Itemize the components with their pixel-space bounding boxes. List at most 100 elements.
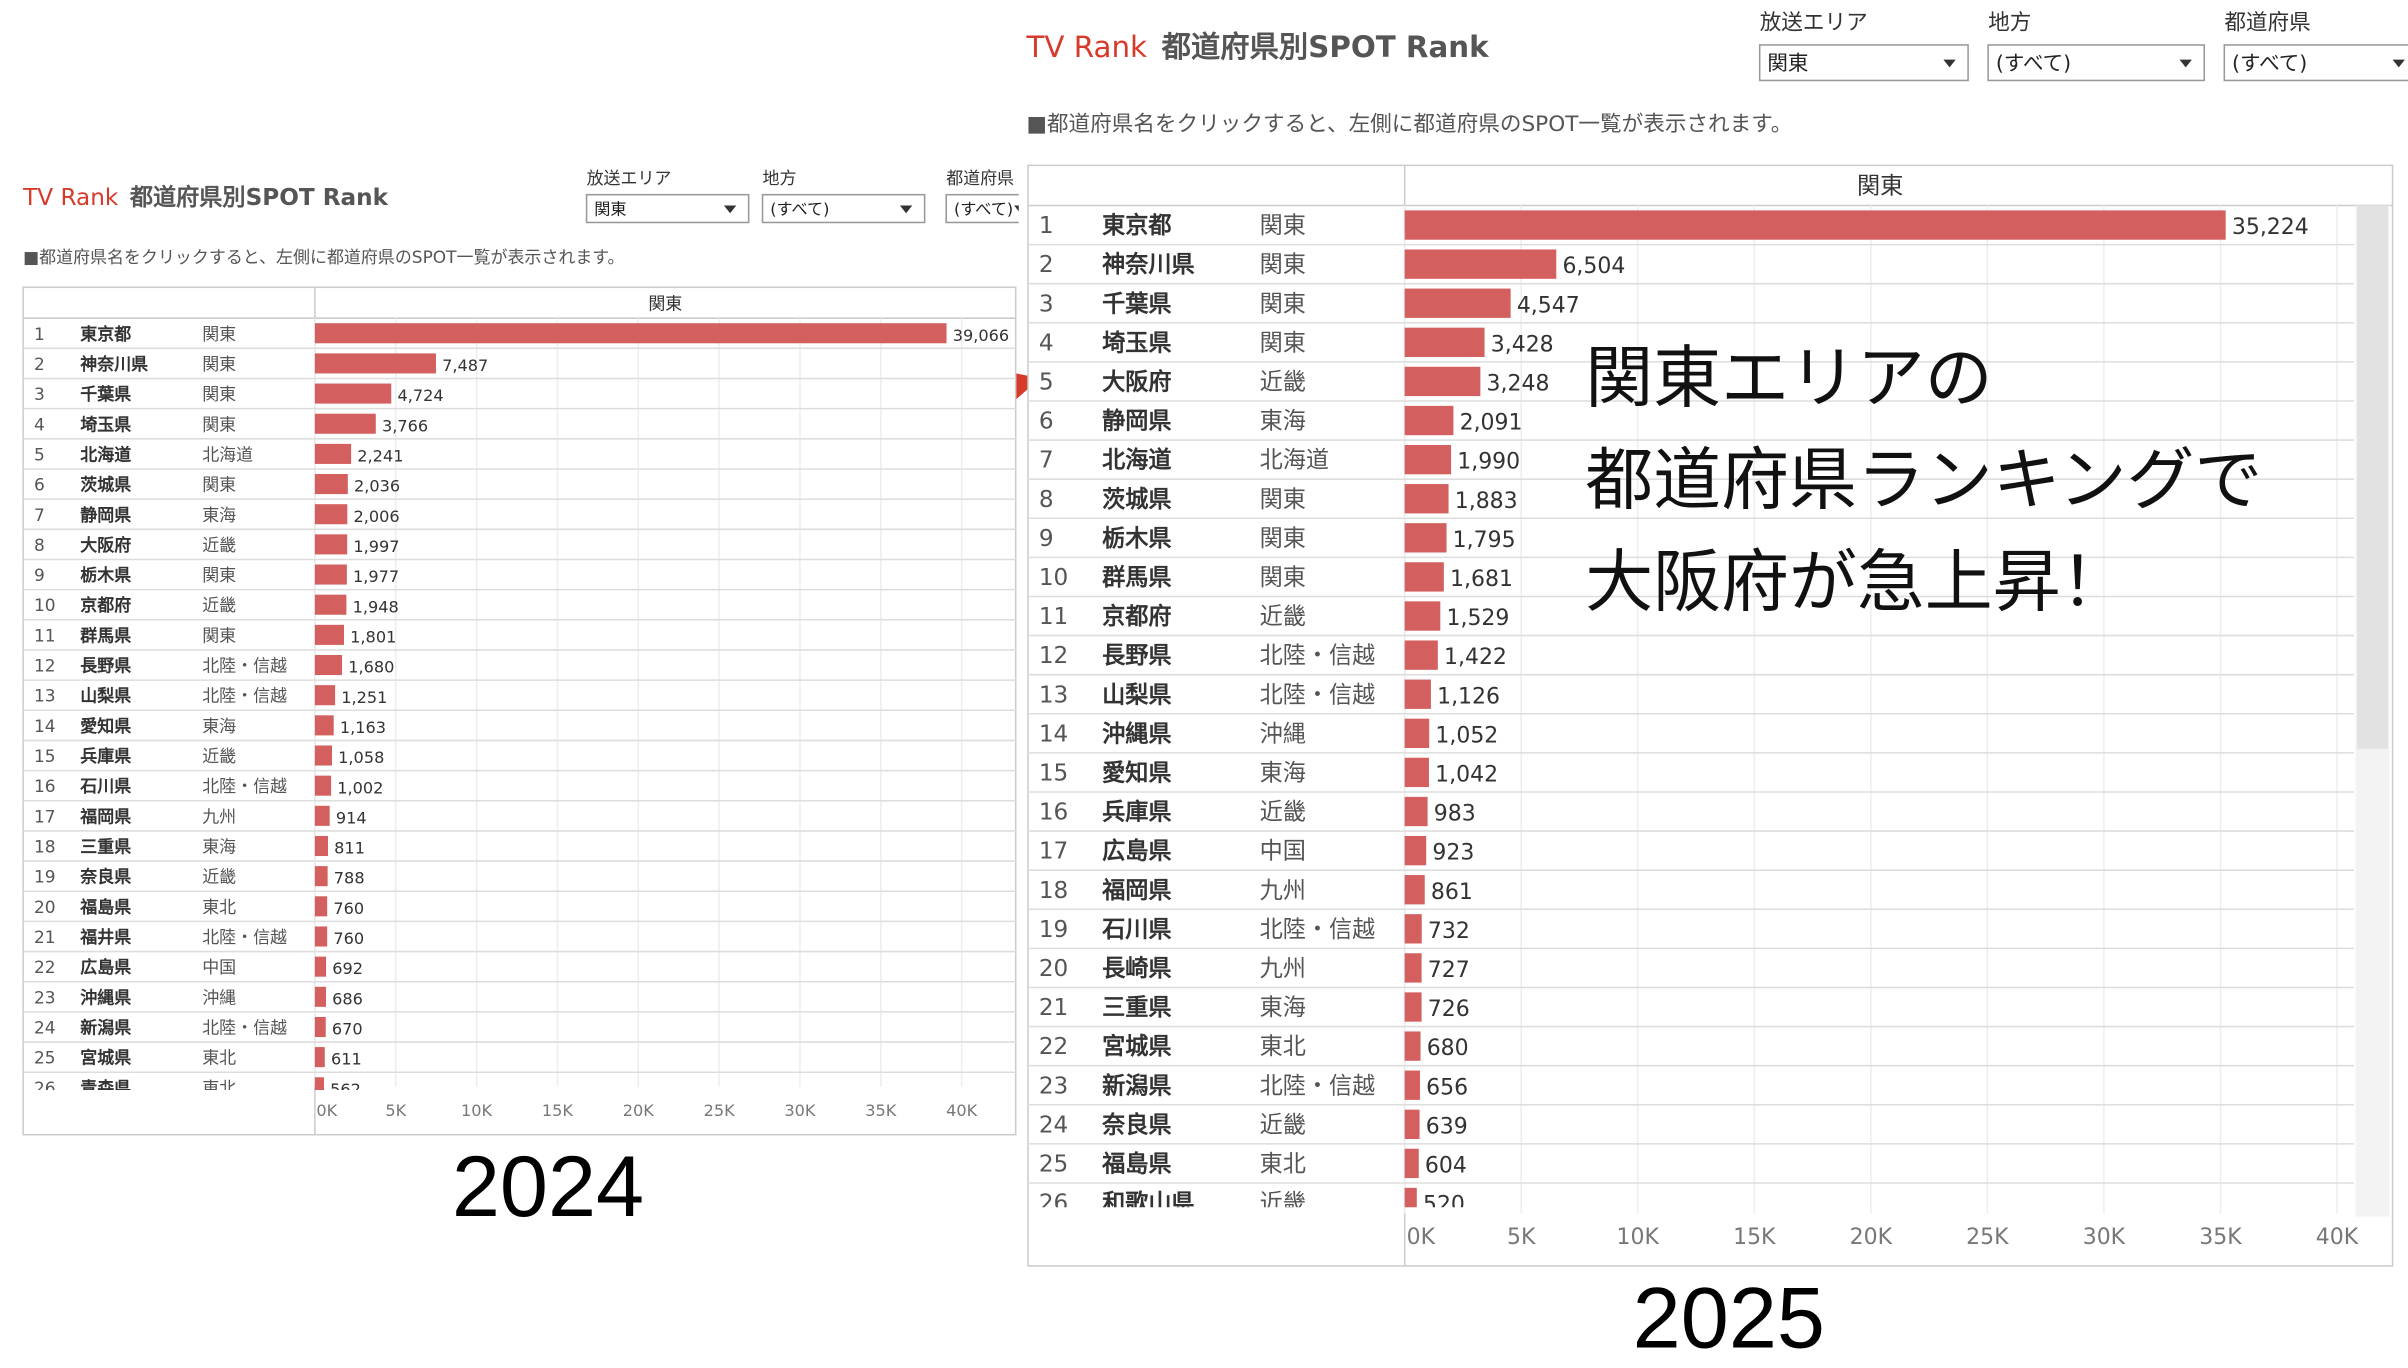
prefecture[interactable]: 福岡県: [79, 806, 131, 827]
prefecture[interactable]: 千葉県: [1102, 291, 1171, 317]
bar[interactable]: [314, 896, 328, 917]
prefecture[interactable]: 千葉県: [80, 384, 131, 405]
bar[interactable]: [1404, 288, 1511, 318]
prefecture[interactable]: 長野県: [1102, 643, 1171, 669]
bar[interactable]: [1404, 249, 1557, 279]
prefecture[interactable]: 三重県: [1102, 995, 1171, 1021]
bar[interactable]: [314, 594, 347, 615]
bar[interactable]: [1404, 1031, 1421, 1061]
filter-dropdown[interactable]: [945, 193, 1039, 224]
prefecture[interactable]: 山梨県: [1102, 682, 1171, 708]
bar[interactable]: [314, 474, 348, 495]
prefecture[interactable]: 兵庫県: [1102, 799, 1171, 826]
bar[interactable]: [1404, 992, 1422, 1022]
filter-dropdown[interactable]: [585, 193, 750, 224]
filter-dropdown[interactable]: [761, 193, 926, 224]
prefecture[interactable]: 栃木県: [80, 565, 131, 586]
bar[interactable]: [1404, 1187, 1417, 1217]
prefecture[interactable]: 石川県: [79, 777, 131, 797]
bar[interactable]: [1404, 601, 1441, 631]
bar[interactable]: [1404, 679, 1431, 709]
prefecture[interactable]: 長崎県: [1102, 956, 1171, 982]
bar[interactable]: [314, 986, 326, 1007]
prefecture[interactable]: 神奈川県: [80, 354, 148, 375]
bar[interactable]: [314, 805, 330, 826]
bar[interactable]: [1404, 562, 1444, 592]
bar[interactable]: [314, 564, 347, 585]
prefecture[interactable]: 沖縄県: [80, 987, 131, 1008]
prefecture[interactable]: 群馬県: [1101, 564, 1171, 591]
bar[interactable]: [314, 835, 329, 857]
prefecture[interactable]: 広島県: [1102, 838, 1171, 865]
prefecture[interactable]: 福岡県: [1101, 878, 1171, 904]
prefecture[interactable]: 茨城県: [1102, 486, 1171, 513]
bar[interactable]: [314, 383, 392, 404]
bar[interactable]: [314, 1016, 326, 1038]
prefecture[interactable]: 大阪府: [1102, 368, 1171, 395]
prefecture[interactable]: 静岡県: [1102, 408, 1171, 435]
prefecture[interactable]: 北海道: [1102, 447, 1171, 474]
bar[interactable]: [1404, 835, 1427, 866]
bar[interactable]: [314, 443, 352, 464]
prefecture[interactable]: 埼玉県: [80, 414, 131, 435]
prefecture[interactable]: 新潟県: [80, 1018, 131, 1039]
bar[interactable]: [1404, 1109, 1420, 1139]
bar[interactable]: [314, 534, 348, 555]
bar[interactable]: [1404, 953, 1422, 983]
prefecture[interactable]: 福島県: [1101, 1150, 1171, 1177]
prefecture[interactable]: 埼玉県: [1102, 330, 1171, 356]
prefecture[interactable]: 栃木県: [1102, 526, 1171, 552]
bar[interactable]: [314, 504, 348, 525]
bar[interactable]: [1404, 914, 1422, 944]
bar[interactable]: [1404, 327, 1485, 357]
prefecture[interactable]: 静岡県: [80, 505, 131, 526]
bar[interactable]: [314, 926, 328, 947]
scrollbar-thumb[interactable]: [2357, 205, 2388, 749]
bar[interactable]: [314, 654, 343, 676]
prefecture[interactable]: 新潟県: [1102, 1072, 1171, 1099]
prefecture[interactable]: 和歌山県: [1102, 1190, 1195, 1217]
prefecture[interactable]: 福島県: [79, 897, 131, 918]
filter-dropdown[interactable]: [2223, 44, 2408, 82]
bar[interactable]: [1404, 366, 1481, 397]
bar[interactable]: [1404, 484, 1449, 514]
bar[interactable]: [1404, 405, 1454, 436]
prefecture[interactable]: 福井県: [79, 927, 131, 948]
prefecture[interactable]: 東京都: [1102, 212, 1171, 239]
prefecture[interactable]: 愛知県: [1102, 759, 1171, 786]
filter-dropdown[interactable]: [1758, 44, 1969, 82]
prefecture[interactable]: 兵庫県: [80, 746, 131, 767]
prefecture[interactable]: 奈良県: [1101, 1111, 1171, 1138]
prefecture[interactable]: 京都府: [1102, 603, 1171, 630]
bar[interactable]: [314, 956, 327, 977]
bar[interactable]: [314, 1077, 324, 1097]
filter-dropdown[interactable]: [1987, 44, 2206, 82]
prefecture[interactable]: 三重県: [80, 837, 131, 858]
bar[interactable]: [1404, 875, 1425, 905]
prefecture[interactable]: 沖縄県: [1102, 721, 1171, 747]
bar[interactable]: [1404, 1070, 1420, 1100]
prefecture[interactable]: 神奈川県: [1102, 251, 1195, 278]
prefecture[interactable]: 京都府: [80, 595, 131, 616]
bar[interactable]: [314, 866, 328, 887]
bar[interactable]: [1404, 757, 1429, 788]
bar[interactable]: [1404, 796, 1428, 827]
bar[interactable]: [1404, 718, 1430, 748]
prefecture[interactable]: 山梨県: [80, 686, 131, 707]
bar[interactable]: [314, 715, 334, 736]
bar[interactable]: [314, 685, 336, 706]
prefecture[interactable]: 奈良県: [79, 867, 131, 888]
bar[interactable]: [314, 323, 947, 344]
bar[interactable]: [1404, 444, 1452, 475]
prefecture[interactable]: 石川県: [1101, 917, 1171, 943]
prefecture[interactable]: 群馬県: [80, 625, 131, 646]
prefecture[interactable]: 広島県: [80, 957, 131, 978]
bar[interactable]: [314, 745, 332, 766]
prefecture[interactable]: 宮城県: [1102, 1033, 1171, 1060]
bar[interactable]: [1404, 640, 1438, 670]
prefecture[interactable]: 大阪府: [80, 535, 131, 556]
prefecture[interactable]: 長野県: [80, 657, 131, 677]
prefecture[interactable]: 宮城県: [80, 1048, 131, 1069]
prefecture[interactable]: 茨城県: [80, 475, 131, 496]
prefecture[interactable]: 青森県: [80, 1078, 131, 1099]
